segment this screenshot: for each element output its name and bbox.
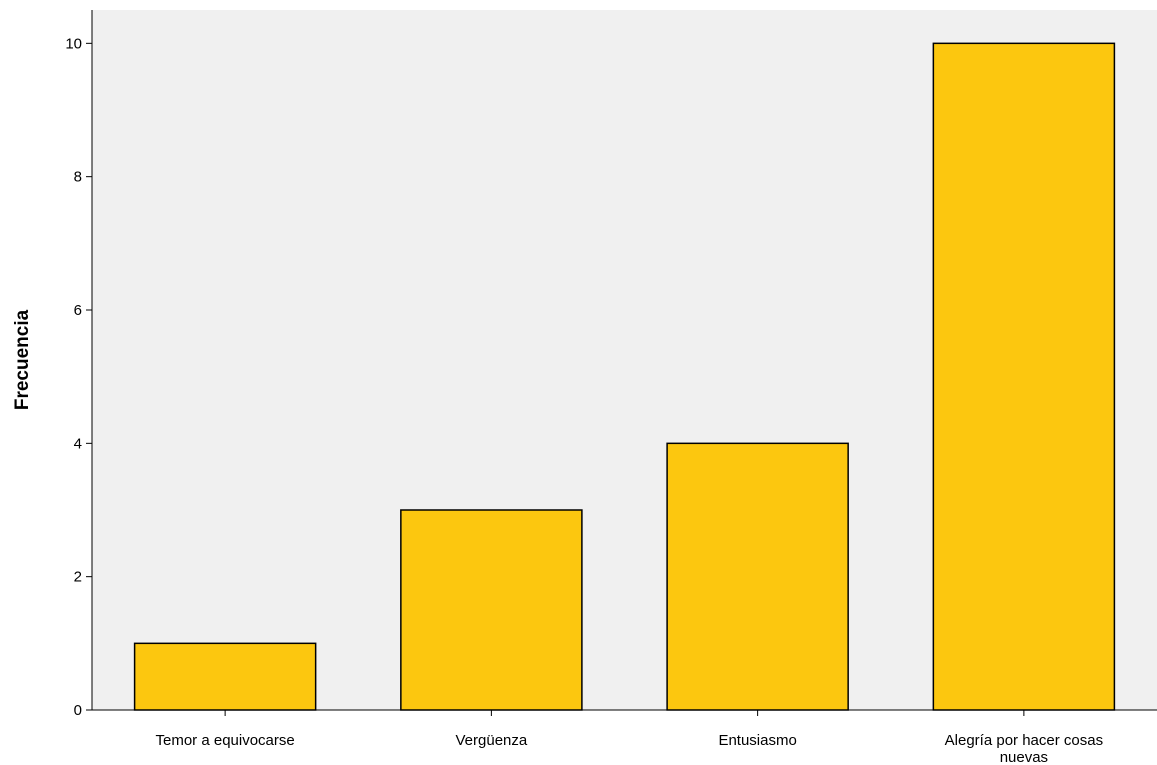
y-tick-label: 8	[74, 169, 82, 186]
y-tick-label: 0	[74, 702, 82, 719]
bar	[133, 642, 317, 711]
x-category-label: Alegría por hacer cosas	[945, 732, 1103, 749]
y-axis-title: Frecuencia	[12, 309, 33, 410]
y-tick-label: 10	[65, 35, 82, 52]
axes-group	[91, 10, 1157, 711]
bar	[400, 509, 583, 711]
bar	[666, 442, 849, 711]
y-tick-label: 4	[74, 435, 82, 452]
x-category-label: Entusiasmo	[718, 732, 796, 749]
x-labels-group: Temor a equivocarse Vergüenza Entusiasmo Al…	[156, 710, 1103, 765]
x-category-label: nuevas	[1000, 749, 1048, 765]
y-tick-label: 2	[74, 569, 82, 586]
bar	[932, 42, 1116, 711]
x-category-label: Temor a equivocarse	[156, 732, 295, 749]
y-tick-label: 6	[74, 302, 82, 319]
x-category-label: Vergüenza	[456, 732, 528, 749]
bars-group	[133, 42, 1116, 711]
y-ticks-group: 0 2 4 6 8 10	[65, 35, 92, 719]
